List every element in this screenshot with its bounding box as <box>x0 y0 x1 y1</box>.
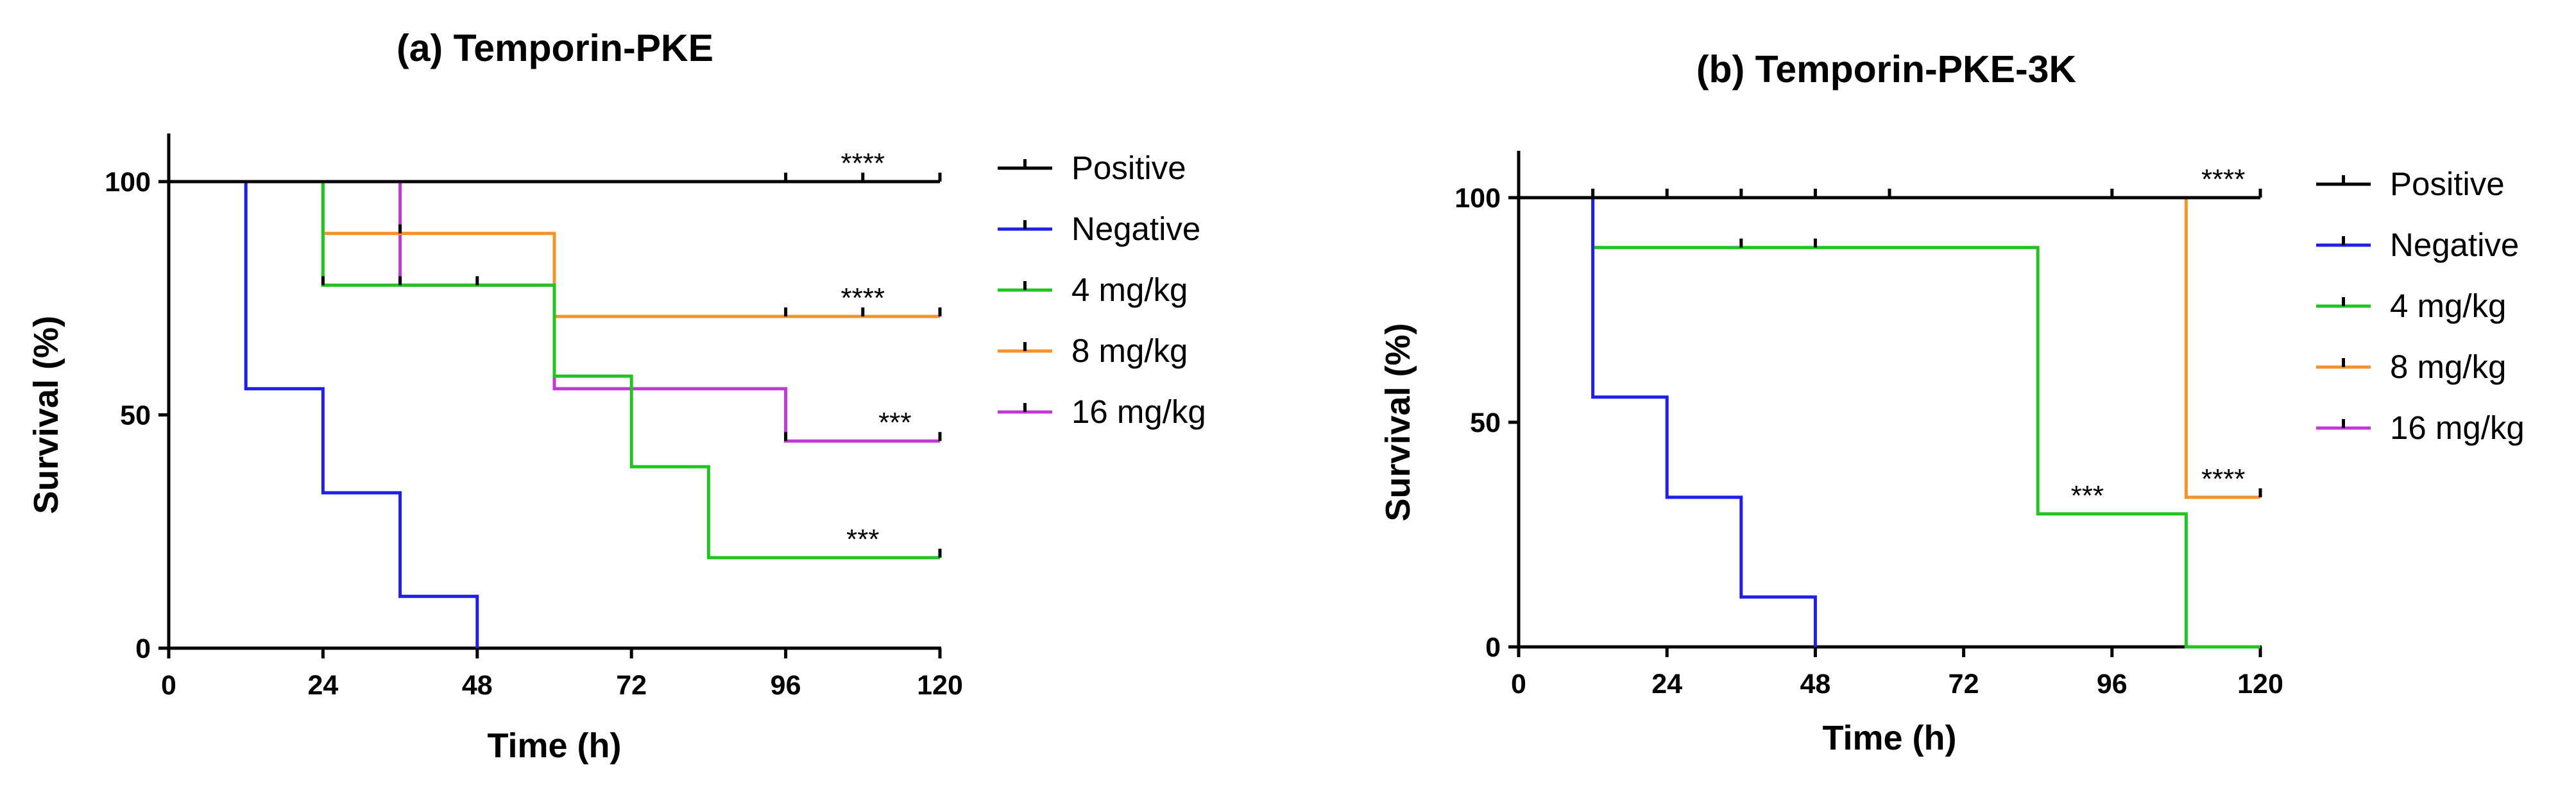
y-axis-label: Survival (%) <box>27 316 65 514</box>
legend-label: Negative <box>2390 227 2519 263</box>
y-tick-label: 50 <box>1470 408 1501 438</box>
series-line-8-mg-kg <box>1519 196 2260 499</box>
x-tick-label: 48 <box>462 670 493 701</box>
series-line-negative <box>1519 196 1817 647</box>
x-tick-label: 0 <box>161 670 176 701</box>
legend-item: 4 mg/kg <box>2316 288 2506 324</box>
significance-label: **** <box>841 148 885 179</box>
y-tick-label: 50 <box>120 400 151 431</box>
x-tick-label: 0 <box>1511 669 1526 700</box>
significance-label: **** <box>2201 463 2246 495</box>
series-line-4-mg-kg <box>1519 196 2260 649</box>
legend-label: Negative <box>1071 210 1200 247</box>
significance-label: **** <box>841 282 885 314</box>
legend-item: Positive <box>2316 166 2505 202</box>
chart-panel-b: (b) Temporin-PKE-3K 0 24 48 72 96 120 0 50 100 Tim… <box>1379 48 2525 757</box>
x-tick-label: 120 <box>2237 669 2283 700</box>
x-tick-label: 120 <box>917 670 963 701</box>
legend-label: 8 mg/kg <box>1071 332 1188 369</box>
significance-label: *** <box>846 524 879 555</box>
y-axis-label: Survival (%) <box>1379 323 1417 521</box>
legend-label: Positive <box>1071 150 1186 186</box>
legend-label: 4 mg/kg <box>2390 288 2506 324</box>
chart-title: (a) Temporin-PKE <box>397 27 713 69</box>
y-tick-label: 0 <box>1485 632 1501 663</box>
y-tick-label: 100 <box>1454 183 1501 214</box>
x-axis-label: Time (h) <box>487 726 621 765</box>
legend-item: Negative <box>2316 227 2519 263</box>
legend-item: 16 mg/kg <box>2316 409 2525 446</box>
legend-item: 8 mg/kg <box>2316 348 2506 385</box>
legend-label: 8 mg/kg <box>2390 348 2506 385</box>
y-tick-label: 100 <box>105 167 151 198</box>
legend-item: Positive <box>998 150 1186 186</box>
x-tick-label: 24 <box>1651 669 1682 700</box>
chart-title: (b) Temporin-PKE-3K <box>1696 48 2077 90</box>
legend-item: Negative <box>998 210 1200 247</box>
significance-label: *** <box>2071 480 2104 511</box>
x-tick-label: 72 <box>1949 669 1979 700</box>
x-axis-label: Time (h) <box>1822 719 1956 757</box>
legend-label: 4 mg/kg <box>1071 271 1188 308</box>
legend-item: 16 mg/kg <box>998 393 1206 430</box>
chart-panel-a: (a) Temporin-PKE 0 24 48 72 96 120 0 50 100 Time (… <box>27 27 1206 765</box>
significance-label: *** <box>878 407 911 438</box>
series-line-negative <box>169 180 479 648</box>
legend-label: Positive <box>2390 166 2505 202</box>
x-tick-label: 24 <box>307 670 338 701</box>
series-line-4-mg-kg <box>169 180 940 560</box>
x-tick-label: 72 <box>616 670 647 701</box>
x-tick-label: 96 <box>771 670 801 701</box>
legend-label: 16 mg/kg <box>1071 393 1206 430</box>
y-tick-label: 0 <box>135 633 151 664</box>
legend-item: 4 mg/kg <box>998 271 1188 308</box>
x-tick-label: 96 <box>2097 669 2128 700</box>
legend-item: 8 mg/kg <box>998 332 1188 369</box>
legend-label: 16 mg/kg <box>2390 409 2525 446</box>
x-tick-label: 48 <box>1800 669 1830 700</box>
significance-label: **** <box>2201 164 2246 195</box>
